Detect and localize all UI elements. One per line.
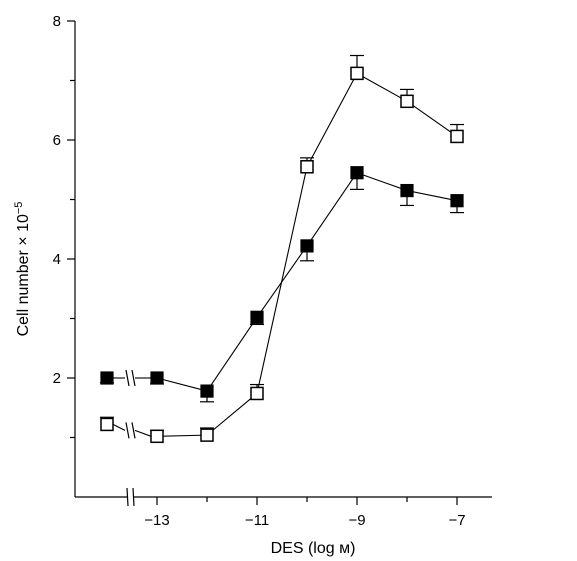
ticks: 2 4 6 8 −13 −11 −9 −7 [53, 13, 466, 529]
series-layer [100, 54, 464, 444]
y-tick-label: 4 [53, 251, 61, 268]
filled-square-marker [350, 166, 364, 180]
series-1 [100, 166, 464, 403]
open-square-marker [100, 417, 114, 432]
x-tick-label: −11 [245, 512, 269, 529]
open-square-marker [350, 66, 364, 81]
series-line-segment [256, 166, 308, 394]
x-tick-label: −9 [348, 512, 365, 529]
y-axis-title-text: Cell number × 10 [15, 214, 32, 336]
series-2 [100, 54, 464, 444]
filled-square-marker [300, 239, 314, 253]
filled-square-marker [450, 194, 464, 208]
open-square-marker [300, 160, 314, 174]
y-axis-title: Cell number × 10−5 [13, 202, 32, 337]
x-axis-break-mark [126, 487, 129, 507]
open-square-marker [450, 129, 464, 144]
series-line-segment [406, 190, 458, 202]
open-square-marker [150, 429, 164, 444]
y-tick-label: 2 [53, 370, 61, 387]
series-line-segment [306, 172, 358, 247]
x-axis-title: DES (log м) [271, 540, 356, 557]
x-axis-break-mark [132, 487, 135, 507]
filled-square-marker [400, 183, 414, 198]
y-axis-title-exponent: −5 [13, 202, 25, 215]
line-break-mark [131, 422, 136, 439]
series-line-segment [206, 317, 258, 392]
line-break-mark [131, 369, 136, 387]
filled-square-marker [150, 371, 164, 385]
x-tick-label: −13 [144, 512, 169, 529]
series-line-segment [112, 423, 126, 431]
filled-square-marker [100, 371, 114, 385]
series-line-segment [156, 377, 208, 392]
series-line-segment [134, 429, 152, 437]
series-line-segment [306, 73, 358, 168]
open-square-marker [250, 386, 264, 401]
open-square-marker [400, 94, 414, 109]
series-line-segment [156, 434, 208, 437]
y-tick-label: 8 [53, 13, 61, 30]
filled-square-marker [200, 384, 214, 398]
series-line-segment [356, 172, 408, 192]
line-break-mark [125, 422, 130, 439]
line-break-mark [125, 369, 130, 387]
series-line-segment [406, 100, 458, 137]
series-line-segment [206, 393, 258, 436]
series-line-segment [356, 72, 408, 102]
open-square-marker [200, 428, 214, 442]
y-tick-label: 6 [53, 132, 61, 149]
axes [74, 21, 492, 507]
x-tick-label: −7 [448, 512, 465, 529]
filled-square-marker [250, 310, 264, 324]
